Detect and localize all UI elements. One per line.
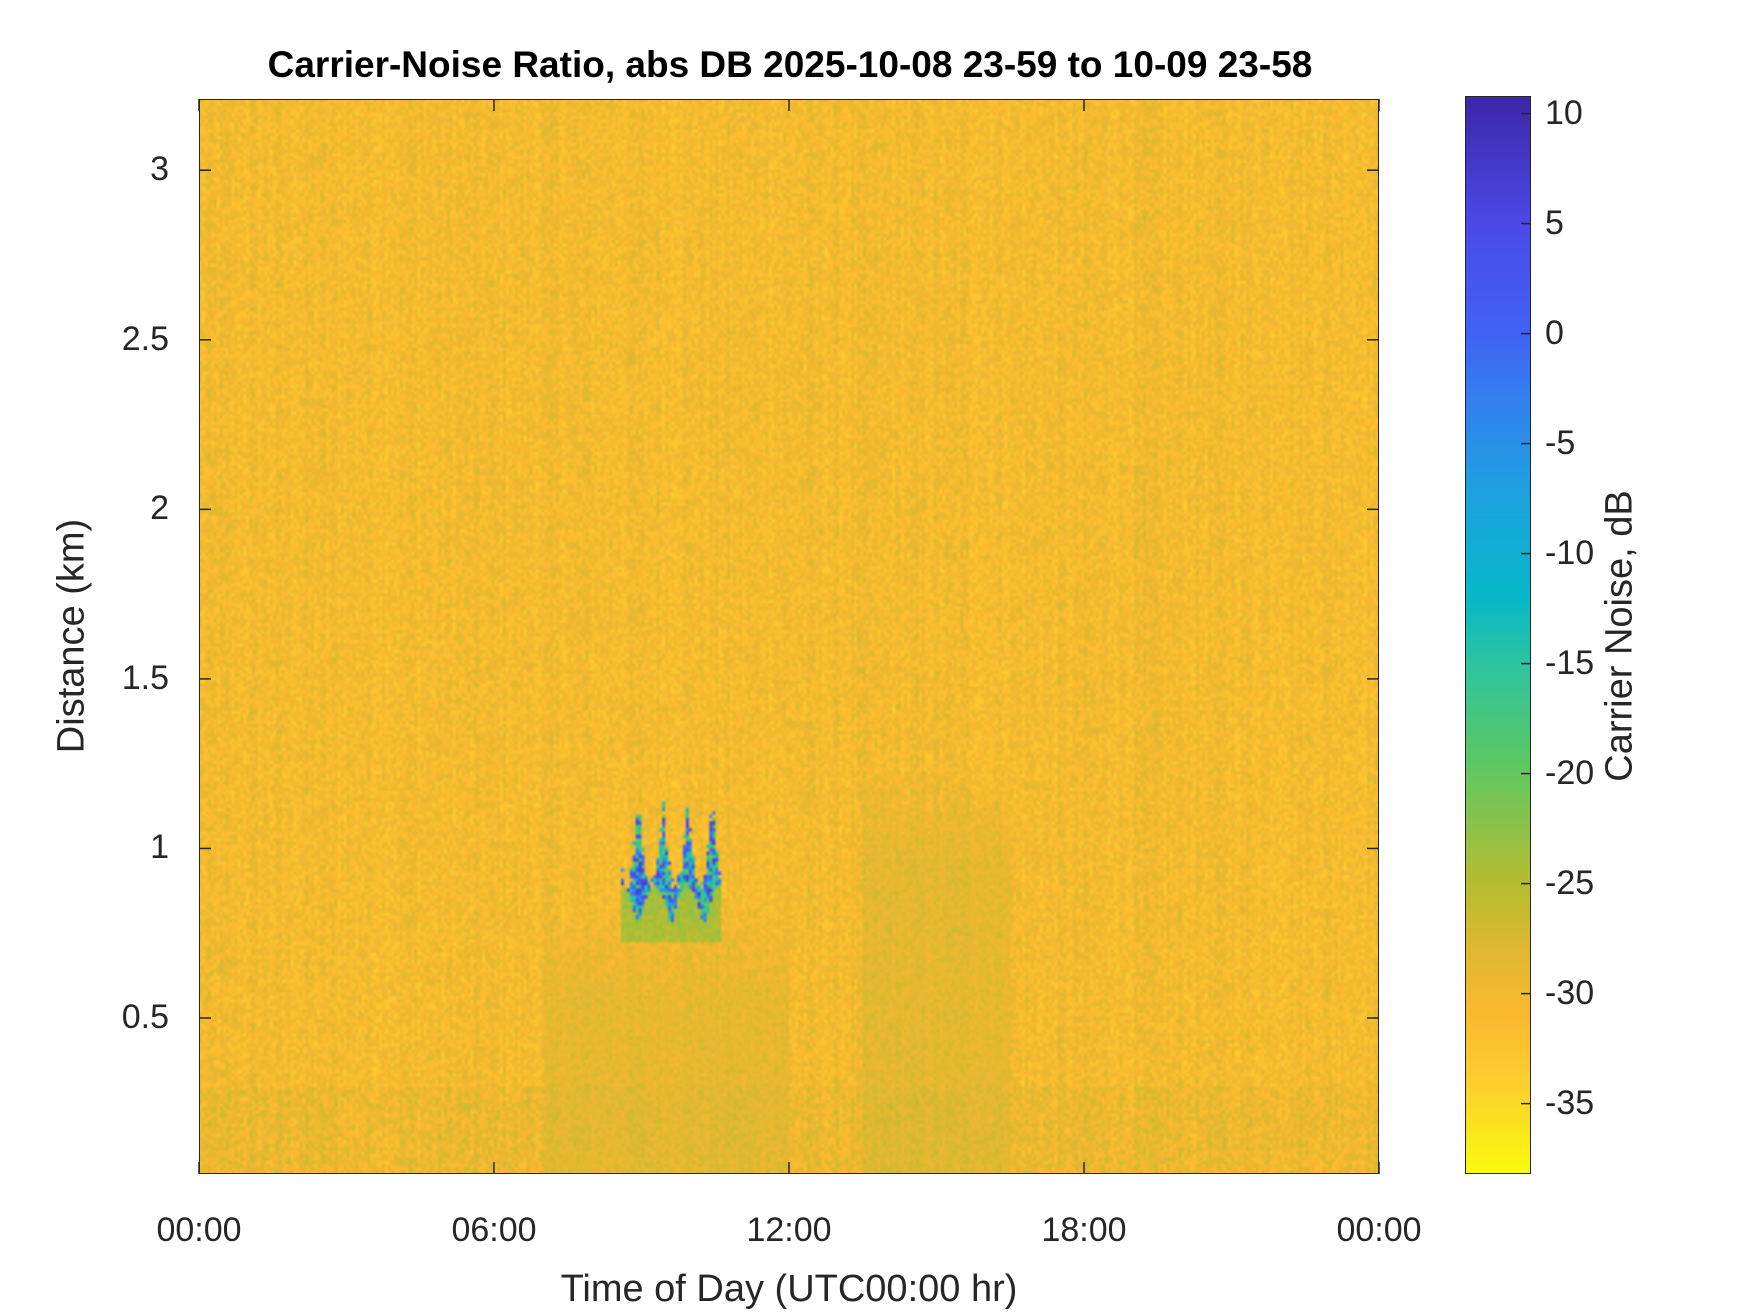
- colorbar-tick-label: -25: [1545, 863, 1595, 902]
- y-tick-label: 0.5: [121, 998, 169, 1036]
- colorbar-label: Carrier Noise, dB: [1598, 490, 1641, 782]
- colorbar-tick-label: -10: [1545, 533, 1595, 572]
- colorbar-tick-label: 10: [1545, 93, 1583, 132]
- colorbar-tick-label: -15: [1545, 643, 1595, 682]
- x-axis-label: Time of Day (UTC00:00 hr): [560, 1268, 1018, 1310]
- chart-title: Carrier-Noise Ratio, abs DB 2025-10-08 2…: [267, 44, 1313, 85]
- x-tick-label: 00:00: [156, 1211, 242, 1249]
- x-tick-label: 06:00: [451, 1211, 537, 1249]
- y-axis-label: Distance (km): [50, 518, 93, 754]
- x-tick-label: 18:00: [1041, 1211, 1127, 1249]
- colorbar-tick-label: -35: [1545, 1083, 1595, 1122]
- colorbar: [1465, 96, 1531, 1174]
- colorbar-tick-label: 5: [1545, 203, 1564, 242]
- y-tick-label: 1: [150, 828, 169, 867]
- x-tick-label: 00:00: [1336, 1211, 1422, 1249]
- y-tick-label: 1.5: [121, 658, 169, 697]
- y-tick-label: 2.5: [121, 319, 169, 358]
- colorbar-tick-label: 0: [1545, 313, 1564, 352]
- y-tick-label: 2: [150, 489, 169, 528]
- x-tick-label: 12:00: [746, 1211, 832, 1249]
- colorbar-tick-label: -30: [1545, 973, 1595, 1012]
- y-tick-label: 3: [150, 150, 169, 189]
- heatmap-cells: [199, 99, 1379, 1174]
- colorbar-tick-label: -20: [1545, 753, 1595, 792]
- colorbar-tick-label: -5: [1545, 423, 1576, 462]
